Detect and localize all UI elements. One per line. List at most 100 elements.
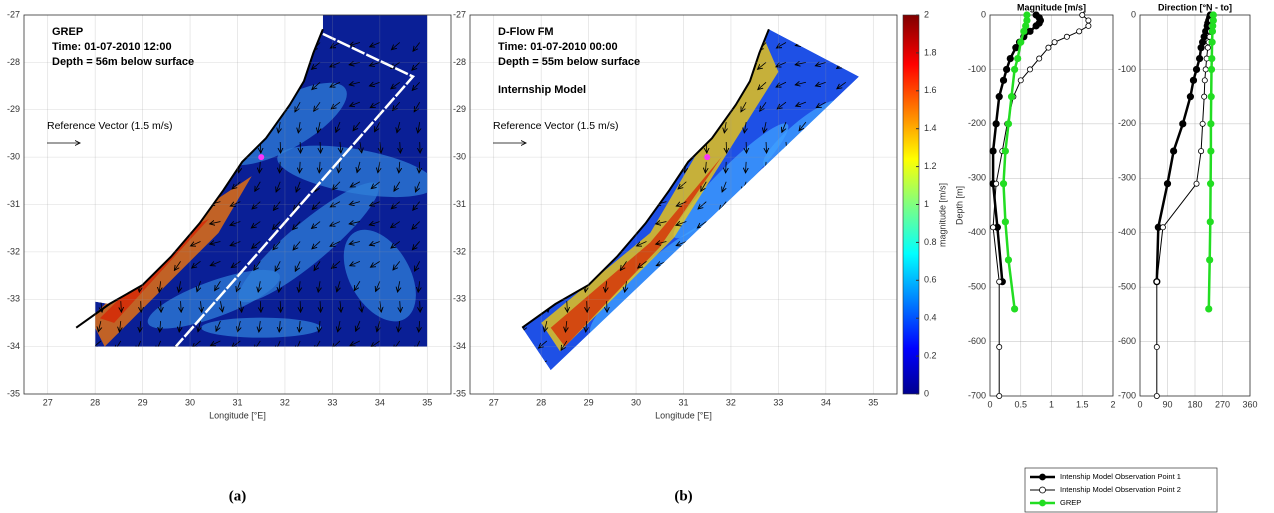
y-tick-label: -400 <box>1118 227 1136 237</box>
profile-point <box>1189 76 1198 84</box>
flow-arrow <box>312 81 321 89</box>
flow-arrow <box>741 101 747 112</box>
flow-arrow <box>330 221 341 226</box>
y-tick-label: -700 <box>1118 390 1136 400</box>
flow-arrow <box>795 62 806 64</box>
y-tick-label: -29 <box>7 104 20 114</box>
flow-arrow <box>160 321 161 332</box>
colorbar-tick-label: 1.2 <box>924 161 937 171</box>
flow-arrow <box>565 320 566 332</box>
y-tick-label: -30 <box>453 152 466 162</box>
flow-arrow <box>758 62 767 69</box>
legend-marker <box>1039 473 1046 481</box>
profile-point <box>1006 54 1014 63</box>
profile-point <box>1192 65 1201 74</box>
eddy <box>147 269 280 329</box>
flow-arrow <box>697 221 707 228</box>
legend-box <box>1024 467 1218 513</box>
flow-arrow <box>119 320 120 332</box>
flow-arrow <box>370 101 381 107</box>
flow-arrow <box>260 301 261 312</box>
flow-arrow <box>412 221 420 230</box>
profile-point <box>1036 55 1043 62</box>
y-tick-label: -31 <box>453 199 466 209</box>
flow-arrow <box>337 281 340 292</box>
flow-arrow <box>210 241 221 244</box>
flow-arrow <box>776 42 787 47</box>
colorbar-tick-label: 1.4 <box>924 123 937 133</box>
flow-arrow <box>413 42 421 51</box>
flow-arrow <box>636 241 647 246</box>
flow-arrow <box>240 301 241 312</box>
y-tick-label: -300 <box>968 173 986 183</box>
y-tick-label: -28 <box>453 57 466 67</box>
flow-arrow <box>418 281 419 292</box>
profile-point <box>1202 66 1209 73</box>
coastline <box>521 28 770 329</box>
flow-arrow <box>349 82 361 85</box>
flow-arrow <box>377 320 380 332</box>
y-tick-label: -34 <box>453 341 466 351</box>
x-tick-label: 29 <box>138 397 148 407</box>
profile-point <box>1007 93 1016 101</box>
flow-arrow <box>174 261 181 270</box>
profile-point <box>1051 39 1058 46</box>
legend-label: GREP <box>1060 498 1081 507</box>
y-tick-label: -100 <box>1118 64 1136 74</box>
flow-arrow <box>320 141 321 153</box>
flow-arrow <box>567 301 568 312</box>
flow-arrow <box>273 201 281 211</box>
flow-arrow <box>413 201 420 211</box>
x-tick-label: 32 <box>280 397 290 407</box>
legend-label: Intenship Model Observation Point 1 <box>1060 472 1181 481</box>
flow-arrow <box>705 161 706 173</box>
profile-point <box>1079 11 1086 18</box>
flow-arrow <box>418 121 420 133</box>
flow-arrow <box>232 340 241 347</box>
flow-arrow <box>398 281 400 292</box>
profile-point <box>996 392 1003 399</box>
profile-point <box>1017 38 1025 46</box>
flow-arrow <box>299 321 300 332</box>
profile-point <box>1208 27 1217 35</box>
profile-point <box>995 93 1003 101</box>
annotation: Depth = 55m below surface <box>498 56 640 68</box>
coastline <box>75 28 324 329</box>
flow-arrow <box>799 121 807 131</box>
flow-arrow <box>837 81 846 88</box>
x-tick-label: 34 <box>375 397 385 407</box>
flow-arrow <box>419 161 420 173</box>
flow-arrow <box>391 221 400 228</box>
x-axis-label: Longitude [°E] <box>655 410 712 420</box>
axes-box <box>469 14 898 395</box>
x-tick-label: 34 <box>821 397 831 407</box>
flow-arrow <box>311 221 321 229</box>
flow-arrow <box>357 161 360 173</box>
flow-arrow <box>360 301 362 312</box>
flow-arrow <box>349 202 361 205</box>
flow-arrow <box>698 201 707 209</box>
x-tick-label: 90 <box>1162 399 1172 409</box>
x-tick-label: 1.5 <box>1076 399 1089 409</box>
y-tick-label: -32 <box>7 246 20 256</box>
flow-arrow <box>238 320 241 332</box>
x-tick-label: 31 <box>678 397 688 407</box>
y-tick-label: -500 <box>968 282 986 292</box>
flow-arrow <box>179 320 180 332</box>
flow-arrow <box>95 340 102 347</box>
colorbar-tick-label: 1 <box>924 199 929 209</box>
colorbar-tick-label: 1.8 <box>924 47 937 57</box>
y-tick-label: -28 <box>7 57 20 67</box>
flow-arrow <box>340 301 341 312</box>
flow-arrow <box>210 340 221 346</box>
flow-arrow <box>230 222 241 226</box>
flow-arrow <box>816 101 827 107</box>
profile-point <box>1201 93 1208 100</box>
profile-point <box>1207 120 1215 128</box>
jet-peak <box>550 157 722 347</box>
flow-arrow <box>378 161 380 173</box>
colorbar-tick-label: 2 <box>924 9 929 19</box>
flow-arrow <box>795 82 807 85</box>
profile-point <box>1032 22 1040 30</box>
